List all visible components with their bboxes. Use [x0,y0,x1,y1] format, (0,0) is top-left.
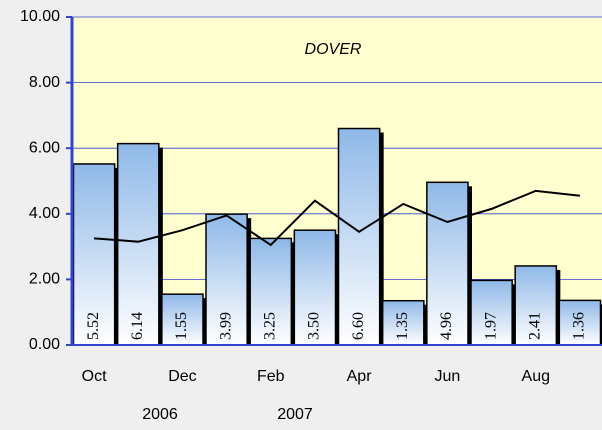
bar [72,163,116,346]
value-label: 1.35 [394,312,411,340]
value-label: 4.96 [438,312,455,340]
bar [161,293,204,346]
bar [426,181,469,346]
bar [249,237,293,346]
year-label: 2007 [277,406,313,423]
x-tick-label: Dec [168,368,196,385]
bar [205,213,248,346]
chart-title: DOVER [305,41,362,58]
y-tick-label: 6.00 [29,139,60,156]
value-label: 2.41 [526,312,543,340]
value-label: 5.52 [85,312,102,340]
value-label: 3.25 [261,312,278,340]
value-label: 6.60 [350,312,367,340]
y-tick-label: 10.00 [20,8,60,25]
y-tick-label: 2.00 [29,271,60,288]
bar [116,142,160,346]
value-label: 1.36 [571,312,588,340]
y-tick-label: 0.00 [29,336,60,353]
x-tick-label: Apr [347,368,373,385]
value-label: 6.14 [129,312,146,340]
bar [381,299,425,346]
value-label: 1.55 [173,312,190,340]
bar [337,127,381,346]
value-label: 3.99 [217,312,234,340]
x-tick-label: Feb [257,368,285,385]
bar [470,279,513,346]
x-tick-label: Oct [82,368,107,385]
x-tick-label: Jun [435,368,461,385]
line [94,189,581,247]
year-label: 2006 [142,406,178,423]
y-tick-label: 8.00 [29,74,60,91]
y-tick-label: 4.00 [29,205,60,222]
bar [293,229,337,346]
x-tick-label: Aug [522,368,550,385]
value-label: 1.97 [482,312,499,340]
value-label: 3.50 [306,312,323,340]
